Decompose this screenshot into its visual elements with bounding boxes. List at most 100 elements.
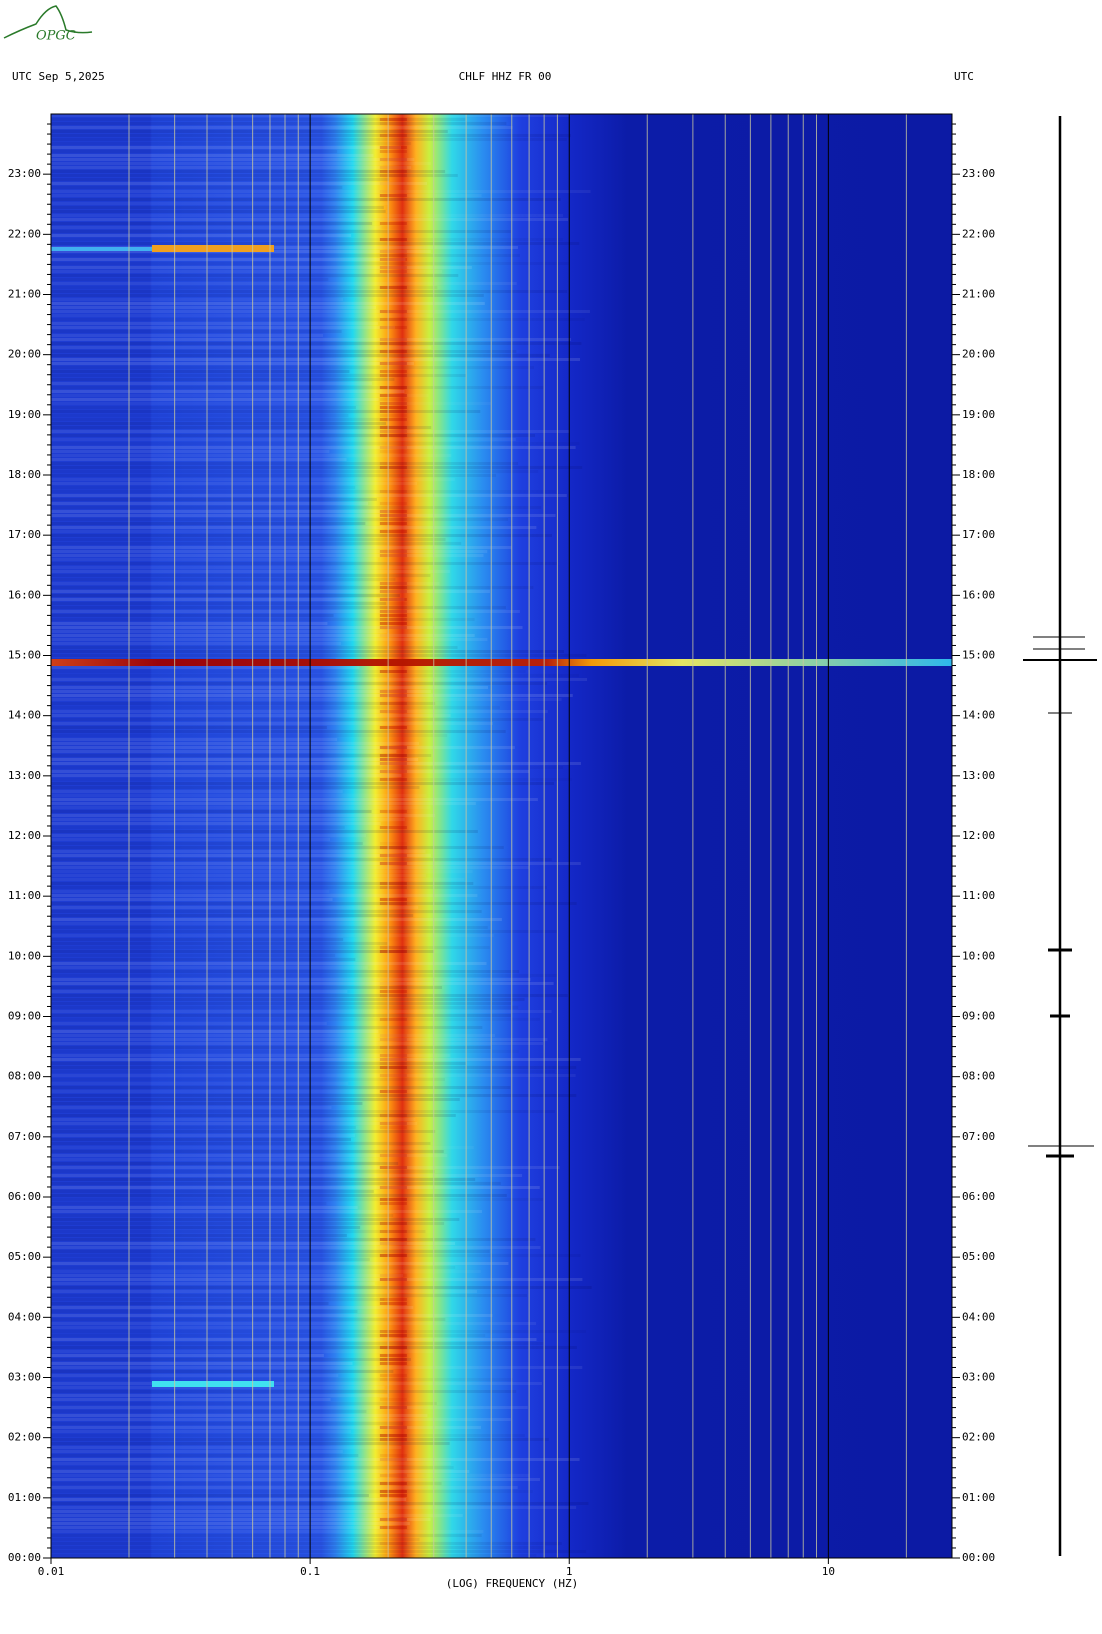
y-tick-label-right: 10:00 [962,949,995,962]
texture-stripe [51,338,572,341]
texture-stripe [51,1402,437,1405]
texture-stripe [51,434,536,437]
texture-stripe [51,1394,388,1397]
y-tick-label-right: 12:00 [962,829,995,842]
texture-stripe [51,1450,343,1453]
texture-stripe [51,342,582,345]
texture-stripe [51,1150,444,1153]
texture-stripe [51,1110,555,1113]
texture-stripe [51,290,568,293]
texture-stripe [51,458,347,461]
texture-stripe [51,1382,542,1385]
texture-stripe [379,826,407,829]
texture-stripe [379,946,407,949]
texture-stripe [51,638,488,641]
texture-stripe [51,666,360,669]
texture-stripe [51,1046,492,1049]
texture-stripe [379,1526,407,1529]
texture-stripe [51,1182,501,1185]
texture-stripe [51,642,342,645]
texture-stripe [51,650,564,653]
texture-stripe [379,118,407,121]
texture-stripe [379,198,407,201]
texture-stripe [51,1486,518,1489]
texture-stripe [51,846,504,849]
texture-stripe [380,978,407,981]
texture-stripe [379,1238,407,1241]
texture-stripe [51,910,482,913]
texture-stripe [379,622,407,625]
texture-stripe [51,1042,543,1045]
texture-stripe [51,1442,450,1445]
texture-stripe [51,282,517,285]
texture-stripe [51,1066,577,1069]
texture-stripe [379,534,407,537]
texture-stripe [51,1430,351,1433]
y-tick-label: 17:00 [8,528,41,541]
texture-stripe [51,582,440,585]
texture-stripe [379,726,407,729]
texture-stripe [379,1074,407,1077]
texture-stripe [379,262,407,265]
texture-stripe [379,1186,407,1189]
y-tick-label: 11:00 [8,889,41,902]
texture-stripe [379,902,407,905]
texture-stripe [51,878,465,881]
texture-stripe [51,302,485,305]
texture-stripe [51,1506,577,1509]
x-tick-label: 0.1 [300,1565,320,1578]
y-tick-label: 18:00 [8,468,41,481]
texture-stripe [51,982,554,985]
texture-stripe [379,846,407,849]
header-right: UTC [954,70,974,83]
texture-stripe [51,1542,562,1545]
texture-stripe [380,822,407,825]
texture-stripe [51,998,525,1001]
texture-stripe [379,1046,407,1049]
texture-stripe [51,1138,352,1141]
texture-stripe [380,1502,407,1505]
texture-stripe [51,1194,507,1197]
texture-stripe [51,294,484,297]
texture-stripe [379,394,407,397]
texture-stripe [51,1090,428,1093]
texture-stripe [380,226,407,229]
texture-stripe [379,406,407,409]
texture-stripe [51,1098,460,1101]
texture-stripe [51,778,572,781]
y-tick-label: 14:00 [8,709,41,722]
texture-stripe [379,1482,407,1485]
texture-stripe [51,722,494,725]
y-tick-label-right: 05:00 [962,1250,995,1263]
texture-stripe [51,1310,358,1313]
texture-stripe [51,370,350,373]
texture-stripe [51,190,591,193]
texture-stripe [51,1374,339,1377]
texture-stripe [51,322,379,325]
texture-stripe [51,1446,402,1449]
texture-stripe [51,318,585,321]
texture-stripe [51,1462,452,1465]
texture-stripe [380,294,407,297]
texture-stripe [379,982,407,985]
texture-stripe [51,1362,353,1365]
texture-stripe [51,1262,509,1265]
texture-stripe [51,358,581,361]
texture-stripe [380,1078,407,1081]
texture-stripe [51,1230,426,1233]
event-streak [51,659,952,666]
texture-stripe [51,1018,541,1021]
texture-stripe [51,890,330,893]
texture-stripe [51,186,343,189]
y-tick-label: 02:00 [8,1431,41,1444]
y-tick-label-right: 02:00 [962,1431,995,1444]
y-tick-label: 13:00 [8,769,41,782]
y-tick-label-right: 14:00 [962,709,995,722]
texture-stripe [379,222,407,225]
texture-stripe [51,554,484,557]
texture-stripe [379,502,407,505]
y-tick-label: 22:00 [8,227,41,240]
texture-stripe [51,798,538,801]
texture-stripe [51,1118,416,1121]
texture-stripe [51,222,373,225]
